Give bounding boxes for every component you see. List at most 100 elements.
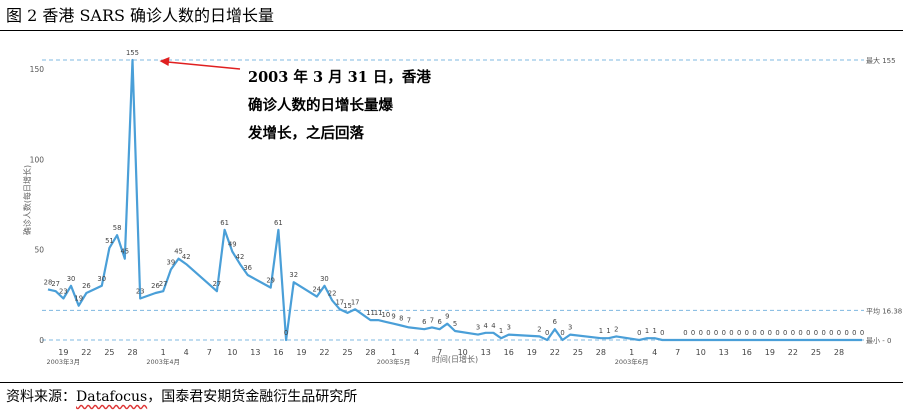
- data-point-label: 0: [699, 329, 703, 337]
- x-tick-label: 22: [81, 348, 91, 357]
- annotation-line: 2003 年 3 月 31 日，香港: [248, 69, 431, 86]
- x-tick-label: 22: [788, 348, 798, 357]
- source-note: 资料来源：Datafocus，国泰君安期货金融衍生品研究所: [6, 386, 357, 406]
- data-point-label: 1: [499, 327, 503, 335]
- annotation-text: 2003 年 3 月 31 日，香港 确诊人数的日增长量爆 发增长，之后回落: [248, 64, 448, 148]
- x-month-label: 2003年4月: [146, 357, 180, 366]
- y-tick-label: 100: [30, 155, 45, 164]
- data-point-label: 24: [312, 286, 321, 294]
- data-point-label: 0: [745, 329, 749, 337]
- x-tick-label: 16: [273, 348, 283, 357]
- data-point-label: 7: [407, 316, 411, 324]
- data-point-label: 0: [752, 329, 756, 337]
- data-point-label: 11: [374, 309, 383, 317]
- data-point-label: 0: [798, 329, 802, 337]
- data-point-label: 36: [243, 264, 252, 272]
- data-point-label: 0: [852, 329, 856, 337]
- x-tick-label: 4: [414, 348, 419, 357]
- data-point-label: 4: [484, 322, 488, 330]
- data-point-label: 27: [159, 280, 168, 288]
- x-tick-label: 28: [596, 348, 606, 357]
- x-tick-label: 7: [207, 348, 212, 357]
- data-point-label: 0: [768, 329, 772, 337]
- data-point-label: 45: [120, 248, 129, 256]
- x-tick-label: 10: [696, 348, 706, 357]
- x-tick-label: 1: [161, 348, 166, 357]
- y-axis-title: 确诊人数(每日增长): [22, 165, 32, 235]
- data-point-label: 0: [821, 329, 825, 337]
- data-point-label: 0: [775, 329, 779, 337]
- x-tick-label: 1: [391, 348, 396, 357]
- x-tick-label: 7: [437, 348, 442, 357]
- x-tick-label: 10: [227, 348, 237, 357]
- source-prefix: 资料来源：: [6, 389, 76, 405]
- data-point-label: 15: [343, 302, 352, 310]
- data-point-label: 2: [537, 325, 541, 333]
- x-tick-label: 10: [458, 348, 468, 357]
- data-point-label: 49: [228, 240, 237, 248]
- data-point-label: 0: [660, 329, 664, 337]
- data-point-label: 2: [614, 325, 618, 333]
- data-point-label: 0: [683, 329, 687, 337]
- data-point-label: 32: [289, 271, 298, 279]
- data-point-label: 0: [844, 329, 848, 337]
- data-point-label: 0: [837, 329, 841, 337]
- data-point-label: 0: [691, 329, 695, 337]
- data-point-label: 0: [714, 329, 718, 337]
- data-point-label: 22: [328, 289, 337, 297]
- data-point-label: 0: [722, 329, 726, 337]
- x-tick-label: 25: [342, 348, 352, 357]
- x-axis-title: 时间(日增长): [432, 354, 478, 364]
- x-tick-label: 19: [765, 348, 775, 357]
- x-tick-label: 13: [250, 348, 260, 357]
- data-point-label: 0: [706, 329, 710, 337]
- data-point-label: 26: [82, 282, 91, 290]
- x-tick-label: 28: [834, 348, 844, 357]
- x-month-label: 2003年3月: [47, 357, 81, 366]
- data-point-label: 3: [476, 324, 480, 332]
- data-point-label: 51: [105, 237, 114, 245]
- data-point-label: 42: [236, 253, 245, 261]
- reference-label: 平均 16.38: [866, 306, 902, 315]
- data-point-label: 45: [174, 248, 183, 256]
- data-point-label: 61: [220, 219, 229, 227]
- data-point-label: 9: [445, 313, 449, 321]
- x-tick-label: 16: [742, 348, 752, 357]
- data-point-label: 17: [335, 298, 344, 306]
- x-tick-label: 4: [652, 348, 657, 357]
- data-point-label: 3: [507, 324, 511, 332]
- series-line: [47, 58, 862, 342]
- data-point-label: 0: [545, 329, 549, 337]
- y-tick-label: 0: [39, 336, 44, 345]
- x-tick-label: 22: [319, 348, 329, 357]
- data-point-label: 29: [266, 277, 275, 285]
- x-tick-label: 7: [675, 348, 680, 357]
- x-tick-label: 19: [296, 348, 306, 357]
- x-tick-label: 25: [811, 348, 821, 357]
- reference-label: 最大 155: [866, 56, 896, 65]
- data-point-label: 27: [213, 280, 222, 288]
- x-tick-label: 19: [527, 348, 537, 357]
- data-point-label: 0: [860, 329, 864, 337]
- data-point-label: 0: [814, 329, 818, 337]
- source-brand: Datafocus: [76, 389, 148, 405]
- data-point-label: 0: [560, 329, 564, 337]
- data-point-label: 1: [645, 327, 649, 335]
- data-point-label: 1: [652, 327, 656, 335]
- data-point-label: 30: [97, 275, 106, 283]
- data-point-label: 19: [74, 295, 83, 303]
- data-point-label: 0: [637, 329, 641, 337]
- data-point-label: 0: [737, 329, 741, 337]
- annotation-arrow: [167, 61, 241, 70]
- data-point-label: 42: [182, 253, 191, 261]
- data-point-label: 0: [806, 329, 810, 337]
- reference-label: 最小 - 0: [866, 336, 891, 345]
- data-point-label: 0: [729, 329, 733, 337]
- x-tick-label: 28: [365, 348, 375, 357]
- data-point-label: 30: [320, 275, 329, 283]
- data-point-label: 8: [399, 315, 403, 323]
- data-point-label: 27: [51, 280, 60, 288]
- x-tick-label: 16: [504, 348, 514, 357]
- data-point-label: 1: [599, 327, 603, 335]
- x-month-label: 2003年5月: [377, 357, 411, 366]
